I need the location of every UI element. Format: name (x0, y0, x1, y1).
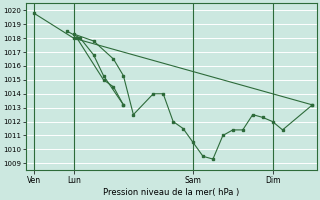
X-axis label: Pression niveau de la mer( hPa ): Pression niveau de la mer( hPa ) (103, 188, 239, 197)
